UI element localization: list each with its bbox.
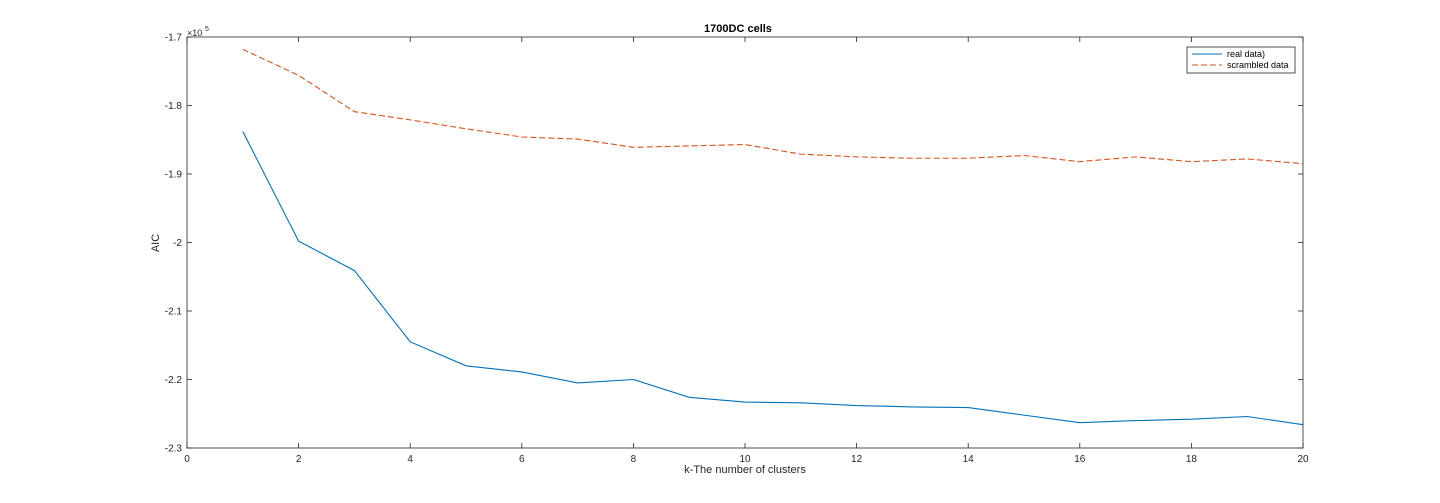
series-line-scrambled-data <box>242 48 1304 165</box>
series-layer <box>242 48 1304 426</box>
y-tick-label: -2.1 <box>165 307 183 318</box>
x-tick-label: 4 <box>407 454 413 465</box>
series-line-real-data <box>242 131 1304 426</box>
x-tick-label: 8 <box>631 454 637 465</box>
x-tick-label: 0 <box>184 454 190 465</box>
x-tick-label: 14 <box>963 454 975 465</box>
y-tick-label: -1.8 <box>165 101 183 112</box>
legend-label-real-data: real data) <box>1227 49 1265 59</box>
y-exponent-power: 5 <box>205 26 209 33</box>
plot-area <box>187 37 1303 448</box>
legend: real data) scrambled data <box>1186 46 1296 74</box>
y-axis-exponent: ×10 5 <box>187 26 209 38</box>
x-tick-label: 16 <box>1074 454 1086 465</box>
ticks-layer: 0 2 4 6 8 10 12 14 16 18 20 -2.3 -2.2 -2.1 -2 -1.9 -1.8 -… <box>165 33 1309 466</box>
x-tick-label: 12 <box>851 454 863 465</box>
y-tick-label: -1.9 <box>165 170 183 181</box>
x-tick-label: 20 <box>1297 454 1309 465</box>
x-axis-label: k-The number of clusters <box>684 464 806 476</box>
y-axis-label: AIC <box>150 234 162 252</box>
legend-label-scrambled-data: scrambled data <box>1227 60 1289 70</box>
y-tick-label: -1.7 <box>165 33 183 44</box>
y-tick-label: -2 <box>173 238 182 249</box>
y-tick-label: -2.2 <box>165 375 183 386</box>
y-tick-label: -2.3 <box>165 444 183 455</box>
chart-title: 1700DC cells <box>704 23 772 35</box>
x-tick-label: 6 <box>519 454 525 465</box>
y-exponent-base: ×10 <box>187 28 202 38</box>
legend-box <box>1186 46 1296 74</box>
x-tick-label: 2 <box>296 454 302 465</box>
x-tick-label: 18 <box>1186 454 1198 465</box>
x-tick-label: 10 <box>739 454 751 465</box>
